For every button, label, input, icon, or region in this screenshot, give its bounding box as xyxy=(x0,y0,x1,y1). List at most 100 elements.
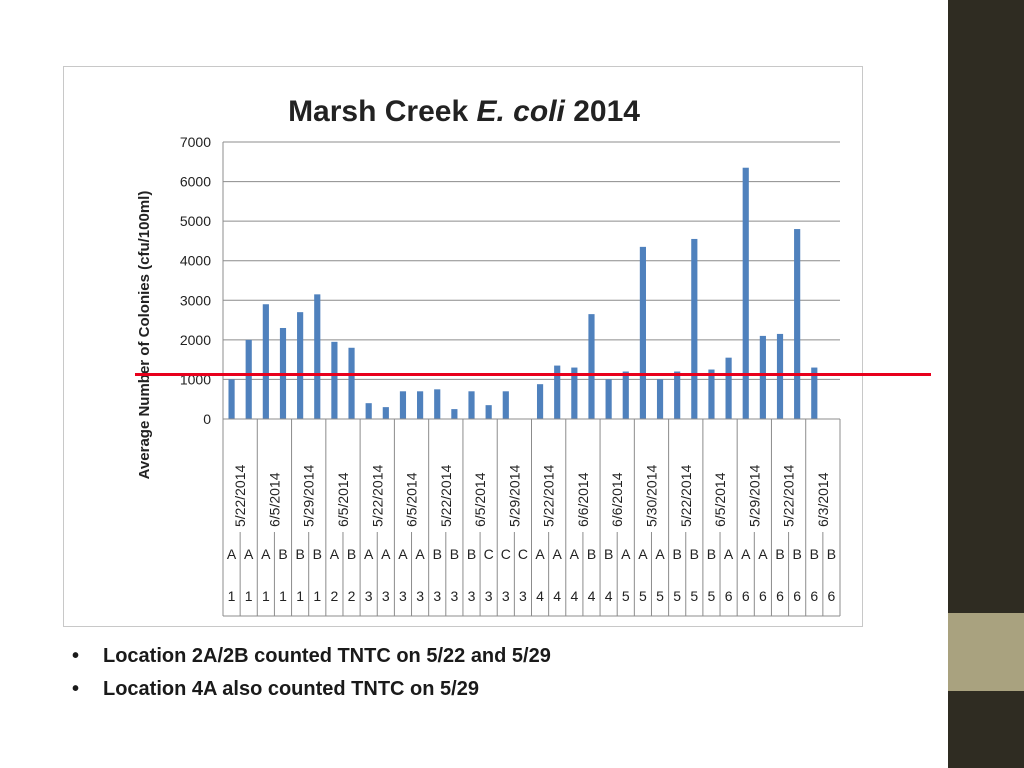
bar xyxy=(811,367,818,419)
x-site-label: A xyxy=(535,546,545,562)
x-site-label: A xyxy=(553,546,563,562)
x-date-label: 6/5/2014 xyxy=(712,472,728,527)
bar xyxy=(417,391,424,419)
x-date-label: 5/22/2014 xyxy=(438,465,454,527)
bar xyxy=(742,167,749,419)
bar xyxy=(776,333,784,419)
x-site-label: C xyxy=(484,546,494,562)
x-site-label: B xyxy=(313,546,322,562)
x-date-label: 6/6/2014 xyxy=(609,472,625,527)
x-site-label: B xyxy=(827,546,836,562)
bar xyxy=(656,379,664,419)
y-tick-label: 1000 xyxy=(180,371,211,387)
x-site-label: B xyxy=(278,546,287,562)
bar xyxy=(297,312,304,419)
x-location-label: 1 xyxy=(279,588,287,604)
x-location-label: 1 xyxy=(296,588,304,604)
x-location-label: 3 xyxy=(450,588,458,604)
x-site-label: A xyxy=(638,546,648,562)
x-site-label: B xyxy=(792,546,801,562)
bar xyxy=(279,327,287,419)
bar xyxy=(502,391,509,419)
bar xyxy=(485,405,492,419)
x-location-label: 4 xyxy=(605,588,613,604)
x-date-label: 5/22/2014 xyxy=(232,465,248,527)
bar xyxy=(605,379,612,419)
bullet-icon: • xyxy=(72,645,80,667)
x-location-label: 4 xyxy=(553,588,561,604)
x-location-label: 3 xyxy=(365,588,373,604)
x-site-label: A xyxy=(364,546,374,562)
x-date-label: 6/5/2014 xyxy=(266,472,282,527)
x-site-label: A xyxy=(398,546,408,562)
bar xyxy=(262,304,269,419)
x-location-label: 3 xyxy=(468,588,476,604)
x-site-label: B xyxy=(673,546,682,562)
x-location-label: 1 xyxy=(262,588,270,604)
bar xyxy=(639,246,646,419)
x-location-label: 6 xyxy=(776,588,784,604)
bar xyxy=(348,347,355,419)
x-location-label: 1 xyxy=(245,588,253,604)
x-location-label: 3 xyxy=(382,588,390,604)
x-site-label: A xyxy=(570,546,580,562)
x-location-label: 5 xyxy=(673,588,681,604)
x-location-label: 6 xyxy=(793,588,801,604)
x-site-label: A xyxy=(381,546,391,562)
x-location-label: 4 xyxy=(588,588,596,604)
x-date-label: 6/3/2014 xyxy=(815,472,831,527)
note-text: Location 2A/2B counted TNTC on 5/22 and … xyxy=(103,645,551,667)
y-tick-label: 0 xyxy=(203,411,211,427)
x-location-label: 3 xyxy=(399,588,407,604)
bar xyxy=(434,389,441,419)
y-tick-label: 2000 xyxy=(180,332,211,348)
bar xyxy=(691,238,698,419)
bar xyxy=(708,369,715,419)
note-item: • Location 2A/2B counted TNTC on 5/22 and… xyxy=(70,640,551,673)
bar xyxy=(468,391,475,419)
x-site-label: B xyxy=(347,546,356,562)
x-site-label: A xyxy=(741,546,751,562)
x-site-label: B xyxy=(604,546,613,562)
x-location-label: 3 xyxy=(519,588,527,604)
x-location-label: 5 xyxy=(690,588,698,604)
bar xyxy=(365,403,372,419)
x-location-label: 4 xyxy=(570,588,578,604)
x-site-label: A xyxy=(415,546,425,562)
x-site-label: A xyxy=(724,546,734,562)
bar xyxy=(725,357,732,419)
x-date-label: 5/29/2014 xyxy=(506,465,522,527)
bar xyxy=(622,371,629,419)
y-tick-label: 6000 xyxy=(180,174,211,190)
x-date-label: 6/5/2014 xyxy=(335,472,351,527)
x-date-label: 6/5/2014 xyxy=(472,472,488,527)
bar xyxy=(554,365,561,419)
x-site-label: B xyxy=(707,546,716,562)
y-tick-label: 4000 xyxy=(180,253,211,269)
x-site-label: A xyxy=(758,546,768,562)
chart-title-suffix: 2014 xyxy=(565,95,640,128)
x-site-label: A xyxy=(244,546,254,562)
x-site-label: A xyxy=(227,546,237,562)
chart-title-main: Marsh Creek xyxy=(288,95,476,128)
x-date-label: 5/22/2014 xyxy=(781,465,797,527)
x-location-label: 4 xyxy=(536,588,544,604)
x-location-label: 5 xyxy=(656,588,664,604)
bar xyxy=(399,391,407,419)
bar xyxy=(245,339,252,419)
bar xyxy=(759,335,766,419)
bar xyxy=(382,407,389,419)
x-site-label: B xyxy=(467,546,476,562)
bar xyxy=(228,379,235,419)
x-location-label: 1 xyxy=(228,588,236,604)
chart-title-italic: E. coli xyxy=(477,95,566,128)
x-location-label: 5 xyxy=(639,588,647,604)
x-date-label: 5/30/2014 xyxy=(643,465,659,527)
x-location-label: 2 xyxy=(331,588,339,604)
y-tick-label: 5000 xyxy=(180,213,211,229)
x-date-label: 5/29/2014 xyxy=(746,465,762,527)
x-site-label: B xyxy=(775,546,784,562)
x-site-label: A xyxy=(261,546,271,562)
x-site-label: C xyxy=(518,546,528,562)
x-date-label: 5/22/2014 xyxy=(678,465,694,527)
